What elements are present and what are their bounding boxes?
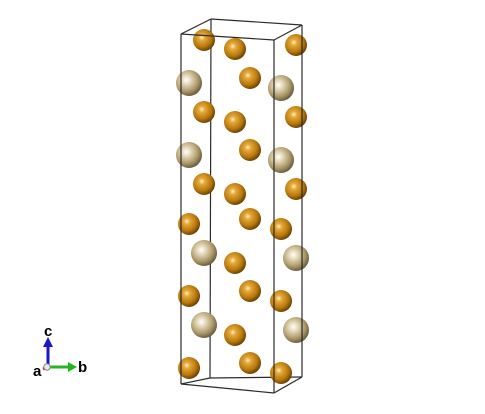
atom-layer	[176, 29, 309, 384]
axis-label-a: a	[33, 363, 42, 380]
unit-cell-front-edges	[180, 18, 303, 394]
cell-edge	[180, 18, 212, 35]
atom-pale[interactable]	[176, 142, 202, 168]
atom-gold[interactable]	[224, 111, 246, 133]
cell-edge	[180, 377, 211, 385]
axis-label-c: c	[44, 323, 52, 340]
atom-gold[interactable]	[285, 34, 307, 56]
atom-gold[interactable]	[270, 290, 292, 312]
cell-edge	[210, 18, 303, 26]
atom-gold[interactable]	[239, 280, 261, 302]
atom-gold[interactable]	[239, 352, 261, 374]
atom-pale[interactable]	[268, 147, 294, 173]
cell-edge	[273, 376, 303, 394]
axis-origin	[43, 363, 51, 371]
atom-gold[interactable]	[239, 208, 261, 230]
atom-gold[interactable]	[178, 213, 200, 235]
c-axis-arrowhead	[43, 337, 53, 347]
atom-gold[interactable]	[270, 218, 292, 240]
atom-gold[interactable]	[270, 362, 292, 384]
atom-gold[interactable]	[224, 324, 246, 346]
atom-pale[interactable]	[283, 245, 309, 271]
atom-gold[interactable]	[193, 101, 215, 123]
atom-gold[interactable]	[178, 357, 200, 379]
axis-triad: a b c	[33, 323, 87, 380]
atom-gold[interactable]	[224, 252, 246, 274]
atom-gold[interactable]	[239, 139, 261, 161]
axis-label-b: b	[78, 359, 87, 376]
atom-pale[interactable]	[176, 70, 202, 96]
cell-edge	[180, 33, 275, 41]
atom-gold[interactable]	[193, 29, 215, 51]
atom-pale[interactable]	[191, 240, 217, 266]
atom-pale[interactable]	[191, 312, 217, 338]
atom-gold[interactable]	[193, 173, 215, 195]
cell-edge	[273, 24, 303, 41]
atom-gold[interactable]	[224, 183, 246, 205]
atom-gold[interactable]	[285, 106, 307, 128]
atom-gold[interactable]	[178, 285, 200, 307]
b-axis-arrowhead	[68, 362, 77, 372]
atom-pale[interactable]	[283, 317, 309, 343]
atom-gold[interactable]	[285, 178, 307, 200]
atom-gold[interactable]	[224, 38, 246, 60]
atom-pale[interactable]	[268, 75, 294, 101]
cell-edge	[180, 383, 275, 394]
atom-gold[interactable]	[239, 67, 261, 89]
